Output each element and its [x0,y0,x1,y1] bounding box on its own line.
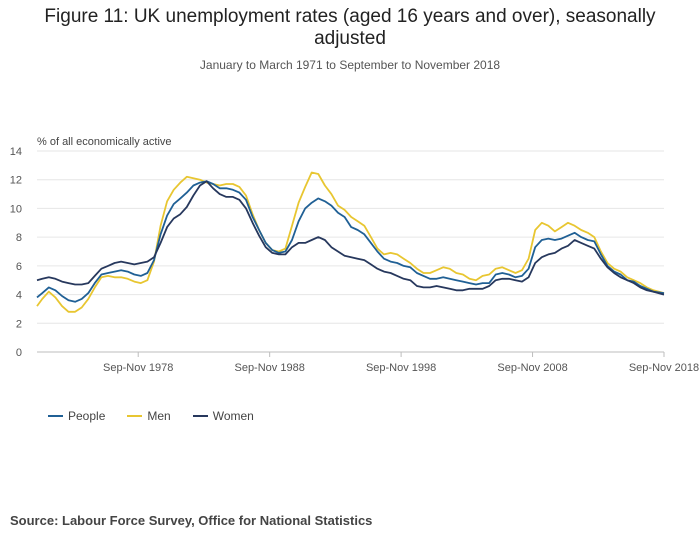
series-line-men [36,171,665,313]
y-axis-ticks: 0 2 4 6 8 10 12 14 [10,146,22,359]
x-tick-label: Sep-Nov 2018 [629,362,699,374]
legend: People Men Women [48,409,276,423]
y-tick-label: 0 [16,347,22,359]
chart-subtitle: January to March 1971 to September to No… [199,58,501,72]
legend-label: Women [212,409,254,423]
x-tick-label: Sep-Nov 1998 [366,362,436,374]
series-line-women [36,180,665,296]
x-tick-label: Sep-Nov 1978 [103,362,173,374]
y-tick-label: 6 [16,261,22,273]
legend-item-people: People [48,409,105,423]
legend-label: Men [147,409,171,423]
y-tick-label: 10 [10,203,22,215]
series-line-people [36,180,665,303]
source-note: Source: Labour Force Survey, Office for … [10,513,373,528]
y-tick-label: 2 [16,318,22,330]
series-lines [36,171,665,313]
legend-label: People [68,409,106,423]
legend-swatch [127,415,143,417]
y-tick-label: 8 [16,232,22,244]
y-tick-label: 14 [10,146,22,158]
gridlines [37,150,664,353]
x-tick-label: Sep-Nov 2008 [497,362,567,374]
legend-swatch [192,415,208,417]
y-tick-label: 4 [16,290,22,302]
chart-title: Figure 11: UK unemployment rates (aged 1… [44,6,656,49]
x-tick-label: Sep-Nov 1988 [234,362,304,374]
y-tick-label: 12 [10,175,22,187]
legend-item-women: Women [192,409,254,423]
legend-item-men: Men [127,409,171,423]
y-axis-label: % of all economically active [37,136,172,148]
x-axis: Sep-Nov 1978 Sep-Nov 1988 Sep-Nov 1998 Sep-… [37,351,699,374]
legend-swatch [48,415,63,417]
